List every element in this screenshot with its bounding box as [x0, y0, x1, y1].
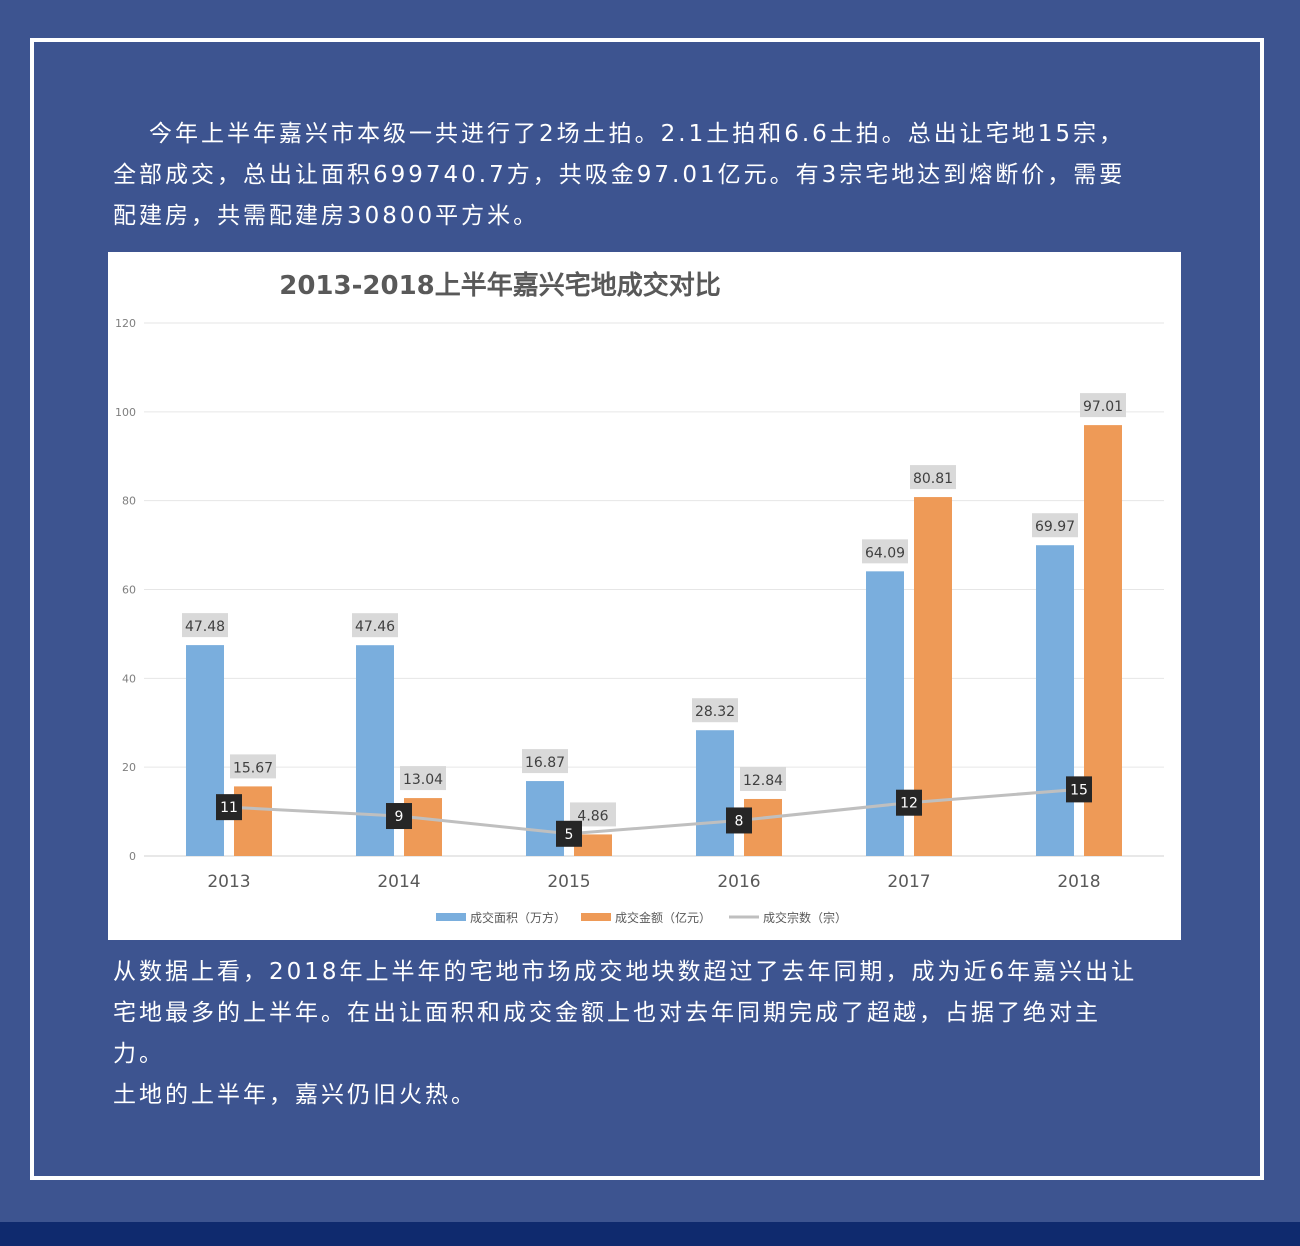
line-label-box — [216, 794, 242, 821]
data-label: 69.97 — [1035, 519, 1075, 535]
data-label-box — [400, 766, 446, 791]
line-point-label: 5 — [565, 827, 574, 843]
line-label-box — [1066, 776, 1092, 803]
bottom-strip — [0, 1222, 1300, 1246]
y-tick-label: 0 — [129, 850, 136, 863]
label-layer: 47.48 47.46 16.87 28.32 64.09 69.97 15.67 13.04… — [182, 393, 1126, 847]
line-point-label: 11 — [220, 800, 238, 816]
y-tick-label: 20 — [122, 761, 136, 774]
data-label-box — [910, 465, 956, 490]
chart-title: 2013-2018上半年嘉兴宅地成交对比 — [279, 270, 721, 301]
data-label: 16.87 — [525, 755, 565, 771]
line-label-box — [726, 807, 752, 834]
chart-svg: 2013-2018上半年嘉兴宅地成交对比 47.48 47.46 16.87 28.3… — [115, 270, 1164, 925]
legend: 成交面积（万方） 成交金额（亿元） 成交宗数（宗） — [436, 910, 847, 925]
data-label-box — [352, 613, 398, 638]
data-label-box — [692, 698, 738, 723]
line-layer — [228, 787, 1080, 836]
data-label: 12.84 — [743, 773, 783, 789]
content-frame — [30, 38, 1264, 1180]
data-label: 28.32 — [695, 704, 735, 720]
closing-paragraph: 土地的上半年，嘉兴仍旧火热。 — [113, 1082, 477, 1108]
line-series — [228, 787, 1080, 836]
y-tick-label: 120 — [115, 317, 136, 330]
data-label-box — [740, 766, 786, 791]
data-label: 4.86 — [577, 808, 608, 824]
chart-panel: 2013-2018上半年嘉兴宅地成交对比 47.48 47.46 16.87 28.3… — [108, 252, 1181, 940]
data-label-box — [862, 539, 908, 564]
y-tick-label: 40 — [122, 672, 136, 685]
x-tick-label: 2016 — [717, 872, 760, 892]
x-tick-label: 2014 — [377, 872, 420, 892]
bar-layer — [186, 425, 1122, 856]
line-point-label: 9 — [395, 809, 404, 825]
data-label-box — [1080, 393, 1126, 418]
x-tick-label: 2013 — [207, 872, 250, 892]
legend-label: 成交面积（万方） — [470, 910, 566, 925]
data-label: 13.04 — [403, 772, 443, 788]
y-tick-label: 100 — [115, 406, 136, 419]
legend-label: 成交宗数（宗） — [763, 910, 847, 925]
legend-label: 成交金额（亿元） — [615, 910, 711, 925]
data-label-box — [522, 749, 568, 774]
bar — [574, 834, 612, 856]
data-label: 97.01 — [1083, 399, 1123, 415]
data-label: 47.48 — [185, 619, 225, 635]
legend-swatch — [581, 913, 611, 921]
intro-paragraph: 今年上半年嘉兴市本级一共进行了2场土拍。2.1土拍和6.6土拍。总出让宅地15宗… — [113, 121, 1126, 229]
line-label-box — [896, 789, 922, 816]
x-tick-label: 2017 — [887, 872, 930, 892]
x-tick-label: 2015 — [547, 872, 590, 892]
bar — [186, 645, 224, 856]
data-label: 64.09 — [865, 545, 905, 561]
legend-swatch — [436, 913, 466, 921]
data-label: 80.81 — [913, 471, 953, 487]
conclusion-paragraph: 从数据上看，2018年上半年的宅地市场成交地块数超过了去年同期，成为近6年嘉兴出… — [113, 959, 1138, 1067]
line-point-label: 8 — [735, 813, 744, 829]
y-tick-label: 80 — [122, 495, 136, 508]
bar — [1036, 545, 1074, 856]
line-point-label: 15 — [1070, 782, 1088, 798]
grid-layer — [144, 322, 1164, 857]
line-point-label: 12 — [900, 796, 918, 812]
data-label-box — [182, 613, 228, 638]
bar — [696, 730, 734, 856]
line-label-box — [556, 820, 582, 847]
data-label-box — [1032, 513, 1078, 538]
axis-layer: 0 20 40 60 80 100 120 2013 2014 2015 2016 2017 2018 — [115, 317, 1101, 892]
x-tick-label: 2018 — [1057, 872, 1100, 892]
line-label-box — [386, 803, 412, 830]
data-label: 47.46 — [355, 619, 395, 635]
y-tick-label: 60 — [122, 584, 136, 597]
data-label: 15.67 — [233, 760, 273, 776]
data-label-box — [230, 754, 276, 779]
